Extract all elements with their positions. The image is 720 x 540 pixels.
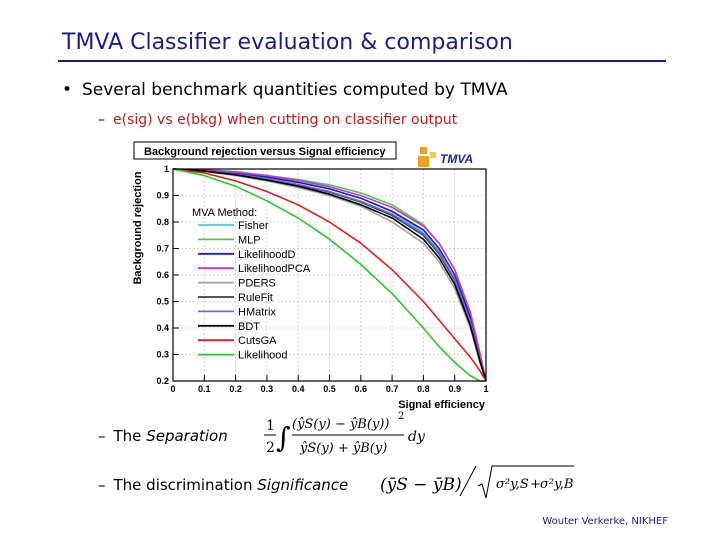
dash-icon: – xyxy=(98,112,105,128)
chart-series xyxy=(172,168,487,382)
significance-equation: (ȳS − ȳB) σ²y,S + σ²y,B xyxy=(380,465,574,499)
x-axis-label: Signal efficiency xyxy=(398,399,486,411)
eq-sig-sigma1: σ²y,S xyxy=(496,477,529,492)
integral-icon: ∫ xyxy=(276,421,291,454)
eq-half-den: 2 xyxy=(266,440,275,456)
legend-entry: LikelihoodPCA xyxy=(238,263,311,275)
x-tick-label: 0.2 xyxy=(229,384,242,394)
y-tick-label: 0.7 xyxy=(156,244,169,254)
separation-equation: 1 2 ∫ (ŷS(y) − ŷB(y)) 2 ŷS(y) + ŷB(y) dy xyxy=(264,411,426,456)
series-line-likelihoodd xyxy=(172,168,487,382)
legend-entry: Likelihood xyxy=(238,350,288,362)
eq-sig-sigma2: σ²y,B xyxy=(540,477,573,492)
y-tick-label: 1 xyxy=(164,164,169,174)
x-tick-label: 1 xyxy=(483,384,488,394)
series-line-bdt xyxy=(172,168,487,382)
x-tick-label: 0.5 xyxy=(323,384,336,394)
dash-icon: – xyxy=(98,427,106,445)
logo-text: TMVA xyxy=(440,152,473,166)
bullet-text: Several benchmark quantities computed by… xyxy=(82,80,508,100)
bullet-benchmark: • Several benchmark quantities computed b… xyxy=(62,80,508,100)
legend-entry: Fisher xyxy=(238,220,269,232)
eq-half-num: 1 xyxy=(266,418,275,434)
dash-icon: – xyxy=(98,476,106,494)
slide-title: TMVA Classifier evaluation & comparison xyxy=(62,30,513,55)
eq-sig-numerator: (ȳS − ȳB) xyxy=(380,475,462,495)
legend-entry: CutsGA xyxy=(238,335,277,347)
series-line-likelihood xyxy=(172,168,486,382)
tmva-logo: TMVA xyxy=(418,147,473,167)
eq-sep-denominator: ŷS(y) + ŷB(y) xyxy=(299,441,387,456)
legend-entry: RuleFit xyxy=(238,292,273,304)
item-significance: – The discrimination Significance xyxy=(98,476,348,494)
y-tick-label: 0.5 xyxy=(156,297,169,307)
chart-legend: MVA Method: Fisher MLP LikelihoodD Likeliho… xyxy=(192,207,311,362)
chart-title-box xyxy=(133,141,397,160)
item-separation: – The Separation xyxy=(98,427,228,445)
roc-chart: Background rejection versus Signal effic… xyxy=(128,138,498,420)
logo-square-icon xyxy=(418,156,429,167)
x-tick-label: 0.6 xyxy=(355,384,368,394)
series-line-likelihoodpca xyxy=(172,168,487,382)
x-tick-label: 0.4 xyxy=(292,384,305,394)
sqrt-icon xyxy=(477,465,574,499)
eq-sep-exponent: 2 xyxy=(398,411,404,422)
sub-item-roc: – e(sig) vs e(bkg) when cutting on classi… xyxy=(98,112,457,128)
y-tick-label: 0.8 xyxy=(156,217,169,227)
chart-ticks: 0 0.1 0.2 0.3 0.4 0.5 0.6 0.7 0.8 0.9 1 0.2 0.3 0.4 0.… xyxy=(156,164,488,394)
y-tick-label: 0.3 xyxy=(156,350,169,360)
eq-sig-plus: + xyxy=(530,477,541,492)
x-tick-label: 0.7 xyxy=(386,384,399,394)
legend-entry: MLP xyxy=(238,234,261,246)
footer-author: Wouter Verkerke, NIKHEF xyxy=(542,516,668,527)
title-underline xyxy=(58,60,666,62)
chart-background xyxy=(128,138,498,420)
chart-title: Background rejection versus Signal effic… xyxy=(144,146,386,158)
legend-title: MVA Method: xyxy=(192,207,257,219)
series-line-cutsga xyxy=(172,168,487,382)
x-tick-label: 0 xyxy=(170,384,175,394)
bullet-dot-icon: • xyxy=(62,80,73,100)
separation-prefix: The xyxy=(113,427,142,445)
legend-entry: LikelihoodD xyxy=(238,249,296,261)
legend-entry: BDT xyxy=(238,321,260,333)
y-axis-label: Background rejection xyxy=(132,171,144,284)
eq-sep-dy: dy xyxy=(408,429,426,445)
y-tick-label: 0.2 xyxy=(156,376,169,386)
x-tick-label: 0.8 xyxy=(417,384,430,394)
y-tick-label: 0.6 xyxy=(156,270,169,280)
x-tick-label: 0.3 xyxy=(261,384,274,394)
legend-entry: HMatrix xyxy=(238,306,276,318)
x-tick-label: 0.9 xyxy=(448,384,461,394)
y-tick-label: 0.4 xyxy=(156,323,169,333)
plot-frame xyxy=(172,168,487,382)
y-tick-label: 0.9 xyxy=(156,191,169,201)
sub-item-text: e(sig) vs e(bkg) when cutting on classif… xyxy=(113,112,458,128)
legend-entry: PDERS xyxy=(238,278,276,290)
x-tick-label: 0.1 xyxy=(198,384,211,394)
significance-term: Significance xyxy=(257,476,349,494)
eq-sep-numerator: (ŷS(y) − ŷB(y)) xyxy=(292,417,389,432)
eq-sig-slash xyxy=(459,465,477,497)
significance-prefix: The discrimination xyxy=(113,476,253,494)
logo-square-icon xyxy=(420,147,427,154)
separation-term: Separation xyxy=(146,427,228,445)
logo-square-icon xyxy=(430,152,436,158)
